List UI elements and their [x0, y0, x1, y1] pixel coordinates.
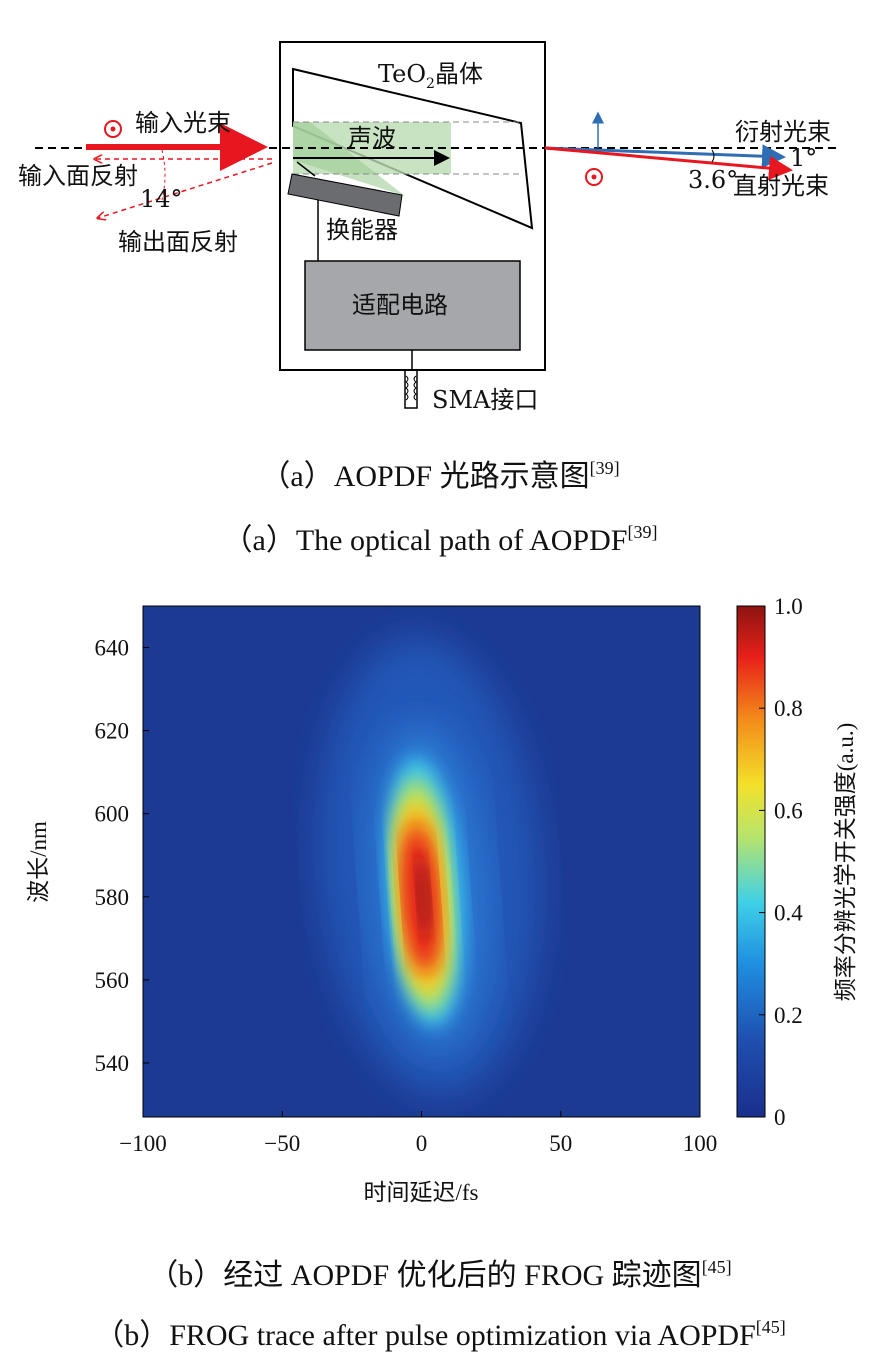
caption-a-en: （a）The optical path of AOPDF[39] [223, 522, 658, 557]
output-face-reflection-label: 输出面反射 [118, 228, 238, 256]
colorbar-tick-label: 0 [774, 1105, 786, 1130]
caption-b-en: （b）FROG trace after pulse optimization v… [94, 1317, 786, 1352]
colorbar-tick-label: 0.6 [774, 798, 803, 823]
aopdf-diagram: TeO2晶体 输入光束 输入面反射 14° 输出面反射 声波 换能器 适配电路 … [18, 41, 840, 414]
polarization-out-of-plane-icon [585, 168, 603, 186]
direct-beam-arrow [544, 146, 793, 181]
y-tick-label: 560 [95, 968, 130, 993]
colorbar [736, 605, 766, 1118]
crystal-label: TeO2晶体 [378, 60, 483, 92]
reflection-angle-label: 14° [140, 185, 183, 213]
colorbar-tick-label: 0.2 [774, 1003, 803, 1028]
y-tick-label: 640 [95, 636, 130, 661]
frog-heatmap: −100 −50 0 50 100 540 560 580 600 620 640 时间延迟/fs… [26, 594, 858, 1205]
diffracted-beam-arrow [544, 144, 786, 169]
x-tick-label: −100 [119, 1131, 166, 1156]
direct-angle-label: 3.6° [688, 166, 738, 194]
y-tick-label: 540 [95, 1051, 130, 1076]
y-axis-label: 波长/nm [26, 821, 51, 903]
diffracted-beam-label: 衍射光束 [735, 118, 831, 146]
output-face-reflection-arrow [98, 162, 273, 218]
acoustic-wave-label: 声波 [348, 124, 396, 152]
heatmap-image [143, 606, 700, 1117]
sma-port-label: SMA接口 [432, 386, 538, 414]
polarization-out-of-plane-icon [104, 120, 122, 138]
colorbar-tick-label: 0.4 [774, 901, 803, 926]
y-tick-label: 620 [95, 719, 130, 744]
heatmap-contour-7 [415, 856, 432, 937]
x-tick-label: 0 [416, 1131, 428, 1156]
x-tick-label: −50 [264, 1131, 300, 1156]
y-tick-label: 600 [95, 802, 130, 827]
input-face-reflection-label: 输入面反射 [18, 162, 138, 190]
matching-circuit-box [304, 260, 521, 351]
transducer-label: 换能器 [326, 216, 398, 244]
colorbar-tick-label: 1.0 [774, 594, 803, 619]
transducer [287, 173, 403, 217]
matching-circuit-label: 适配电路 [352, 291, 448, 319]
input-beam-label: 输入光束 [135, 109, 231, 137]
x-tick-label: 50 [549, 1131, 572, 1156]
x-tick-label: 100 [683, 1131, 718, 1156]
caption-a-cn: （a）AOPDF 光路示意图[39] [260, 458, 619, 493]
y-tick-label: 580 [95, 885, 130, 910]
direct-beam-label: 直射光束 [733, 172, 829, 200]
colorbar-tick-label: 0.8 [774, 696, 803, 721]
x-axis-label: 时间延迟/fs [364, 1180, 479, 1205]
diffracted-angle-label: 1° [790, 144, 817, 172]
colorbar-label: 频率分辨光学开关强度(a.u.) [833, 723, 858, 1002]
sma-connector [404, 370, 418, 409]
caption-b-cn: （b）经过 AOPDF 优化后的 FROG 踪迹图[45] [148, 1257, 731, 1292]
